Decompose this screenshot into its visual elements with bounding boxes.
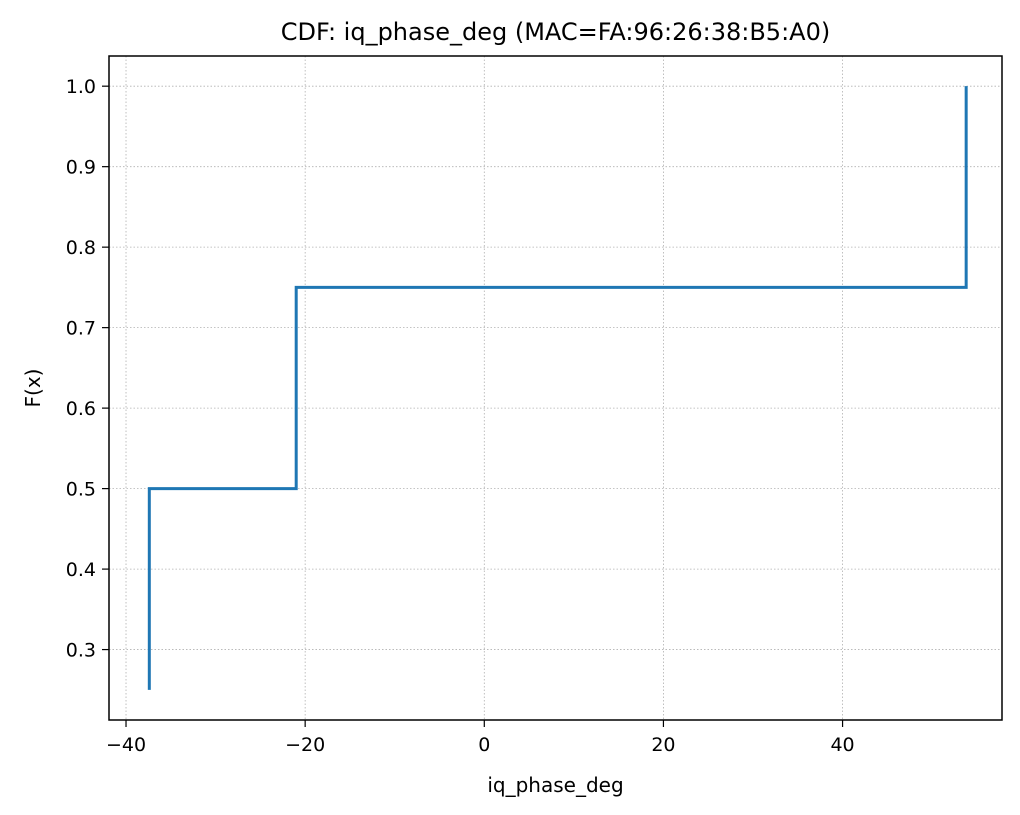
axis-ticks: −40 −20 0 20 40 0.3 0.4 0.5 0.6 0.7 0.8 0.9 1.0 <box>66 76 855 756</box>
y-tick-label: 0.8 <box>66 237 96 259</box>
y-axis-label: F(x) <box>21 369 45 408</box>
y-tick-label: 0.9 <box>66 157 96 179</box>
grid-lines <box>109 56 1002 720</box>
y-tick-label: 0.5 <box>66 479 96 501</box>
x-tick-label: 40 <box>830 734 854 756</box>
x-tick-label: −40 <box>106 734 146 756</box>
y-tick-label: 0.6 <box>66 398 96 420</box>
y-tick-label: 0.7 <box>66 318 96 340</box>
chart-title: CDF: iq_phase_deg (MAC=FA:96:26:38:B5:A0… <box>281 18 830 46</box>
x-axis-label: iq_phase_deg <box>487 773 623 797</box>
y-tick-label: 0.3 <box>66 640 96 662</box>
y-tick-label: 1.0 <box>66 76 96 98</box>
y-tick-label: 0.4 <box>66 559 96 581</box>
x-tick-label: 0 <box>478 734 490 756</box>
series-layer <box>147 86 968 690</box>
plot-frame <box>108 55 1003 721</box>
cdf-step-line <box>147 86 968 690</box>
x-tick-label: 20 <box>651 734 675 756</box>
x-tick-label: −20 <box>285 734 325 756</box>
